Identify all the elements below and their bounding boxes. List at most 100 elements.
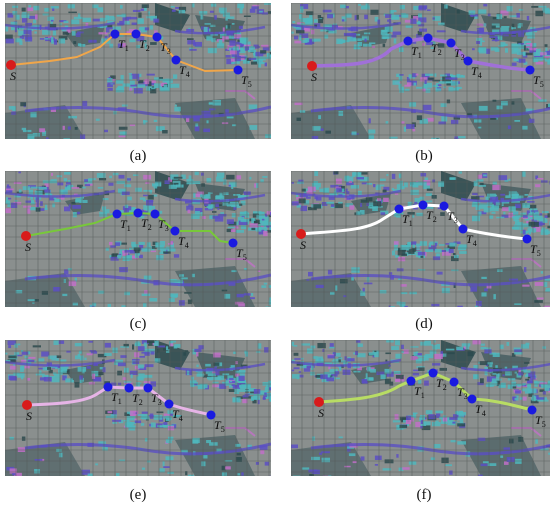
terrain-layer xyxy=(291,171,541,307)
target-label-1: T1 xyxy=(118,37,129,53)
caption-d: (d) xyxy=(415,316,433,332)
start-label: S xyxy=(10,69,16,83)
target-marker-1 xyxy=(112,209,122,219)
target-marker-1 xyxy=(103,382,113,392)
target-label-3: T3 xyxy=(454,46,465,62)
target-label-2: T2 xyxy=(426,208,437,224)
grid xyxy=(5,340,271,476)
target-marker-3 xyxy=(449,377,459,387)
target-label-5: T5 xyxy=(533,73,544,89)
start-label: S xyxy=(26,409,32,423)
target-marker-3 xyxy=(446,38,456,48)
caption-e: (e) xyxy=(129,487,147,503)
target-label-3: T3 xyxy=(447,209,458,225)
grid xyxy=(5,3,271,139)
target-marker-5 xyxy=(527,405,537,415)
target-marker-1 xyxy=(110,29,120,39)
target-marker-5 xyxy=(228,238,238,248)
map-e: S T1 T2 T3 T4 T5 xyxy=(5,340,271,476)
target-label-4: T4 xyxy=(172,407,183,423)
target-marker-4 xyxy=(458,224,468,234)
target-label-5: T5 xyxy=(214,418,225,434)
start-label: S xyxy=(311,70,317,84)
terrain-layer xyxy=(5,340,255,476)
target-label-2: T2 xyxy=(132,391,143,407)
panel-d: S T1 T2 T3 T4 T5 xyxy=(291,171,550,307)
target-marker-3 xyxy=(152,32,162,42)
grid xyxy=(291,340,550,476)
map-a: S T1 T2 T3 T4 T5 xyxy=(5,3,271,139)
target-label-2: T2 xyxy=(431,41,442,57)
target-marker-1 xyxy=(406,376,416,386)
start-marker xyxy=(22,400,32,410)
target-marker-5 xyxy=(522,234,532,244)
map-b: S T1 T2 T3 T4 T5 xyxy=(291,3,550,139)
target-marker-2 xyxy=(131,29,141,39)
target-label-3: T3 xyxy=(160,40,171,56)
target-label-3: T3 xyxy=(457,385,468,401)
target-marker-4 xyxy=(164,399,174,409)
target-marker-3 xyxy=(143,383,153,393)
target-marker-4 xyxy=(171,55,181,65)
target-marker-2 xyxy=(418,200,428,210)
target-label-5: T5 xyxy=(236,246,247,262)
start-marker xyxy=(6,60,16,70)
target-marker-4 xyxy=(467,394,477,404)
start-marker xyxy=(314,397,324,407)
target-label-5: T5 xyxy=(530,242,541,258)
start-label: S xyxy=(318,406,324,420)
target-label-5: T5 xyxy=(241,73,252,89)
target-label-1: T1 xyxy=(111,390,122,406)
start-marker xyxy=(307,61,317,71)
target-marker-5 xyxy=(525,65,535,75)
target-label-3: T3 xyxy=(151,391,162,407)
start-label: S xyxy=(25,240,31,254)
target-marker-5 xyxy=(233,65,243,75)
target-marker-2 xyxy=(423,33,433,43)
map-d: S T1 T2 T3 T4 T5 xyxy=(291,171,550,307)
target-marker-1 xyxy=(394,204,404,214)
target-label-4: T4 xyxy=(471,64,482,80)
target-label-1: T1 xyxy=(411,44,422,60)
target-marker-5 xyxy=(206,410,216,420)
grid xyxy=(291,171,550,307)
target-marker-4 xyxy=(463,56,473,66)
target-label-3: T3 xyxy=(158,217,169,233)
planned-path xyxy=(25,212,234,244)
panel-e: S T1 T2 T3 T4 T5 xyxy=(5,340,271,476)
target-label-4: T4 xyxy=(179,63,190,79)
target-label-4: T4 xyxy=(178,234,189,250)
target-label-1: T1 xyxy=(120,217,131,233)
map-f: S T1 T2 T3 T4 T5 xyxy=(291,340,550,476)
panel-a: S T1 T2 T3 T4 T5 xyxy=(5,3,271,139)
target-marker-1 xyxy=(403,36,413,46)
planned-path xyxy=(25,385,213,417)
start-marker xyxy=(21,231,31,241)
target-label-4: T4 xyxy=(475,402,486,418)
target-label-1: T1 xyxy=(402,212,413,228)
caption-c: (c) xyxy=(129,316,147,332)
target-label-4: T4 xyxy=(466,232,477,248)
target-marker-3 xyxy=(439,201,449,211)
target-marker-2 xyxy=(124,383,134,393)
target-marker-4 xyxy=(170,226,180,236)
caption-f: (f) xyxy=(416,487,432,503)
target-label-1: T1 xyxy=(414,384,425,400)
planned-path xyxy=(299,203,529,241)
panel-c: S T1 T2 T3 T4 T5 xyxy=(5,171,271,307)
start-label: S xyxy=(300,238,306,252)
target-label-2: T2 xyxy=(141,216,152,232)
caption-b: (b) xyxy=(415,148,433,164)
panel-f: S T1 T2 T3 T4 T5 xyxy=(291,340,550,476)
target-label-2: T2 xyxy=(436,376,447,392)
planned-path xyxy=(10,33,239,72)
map-c: S T1 T2 T3 T4 T5 xyxy=(5,171,271,307)
target-marker-2 xyxy=(428,368,438,378)
target-marker-2 xyxy=(133,208,143,218)
panel-b: S T1 T2 T3 T4 T5 xyxy=(291,3,550,139)
caption-a: (a) xyxy=(129,148,147,164)
obstacle-layer xyxy=(5,3,271,139)
target-label-2: T2 xyxy=(139,37,150,53)
start-marker xyxy=(296,229,306,239)
target-label-5: T5 xyxy=(535,413,546,429)
